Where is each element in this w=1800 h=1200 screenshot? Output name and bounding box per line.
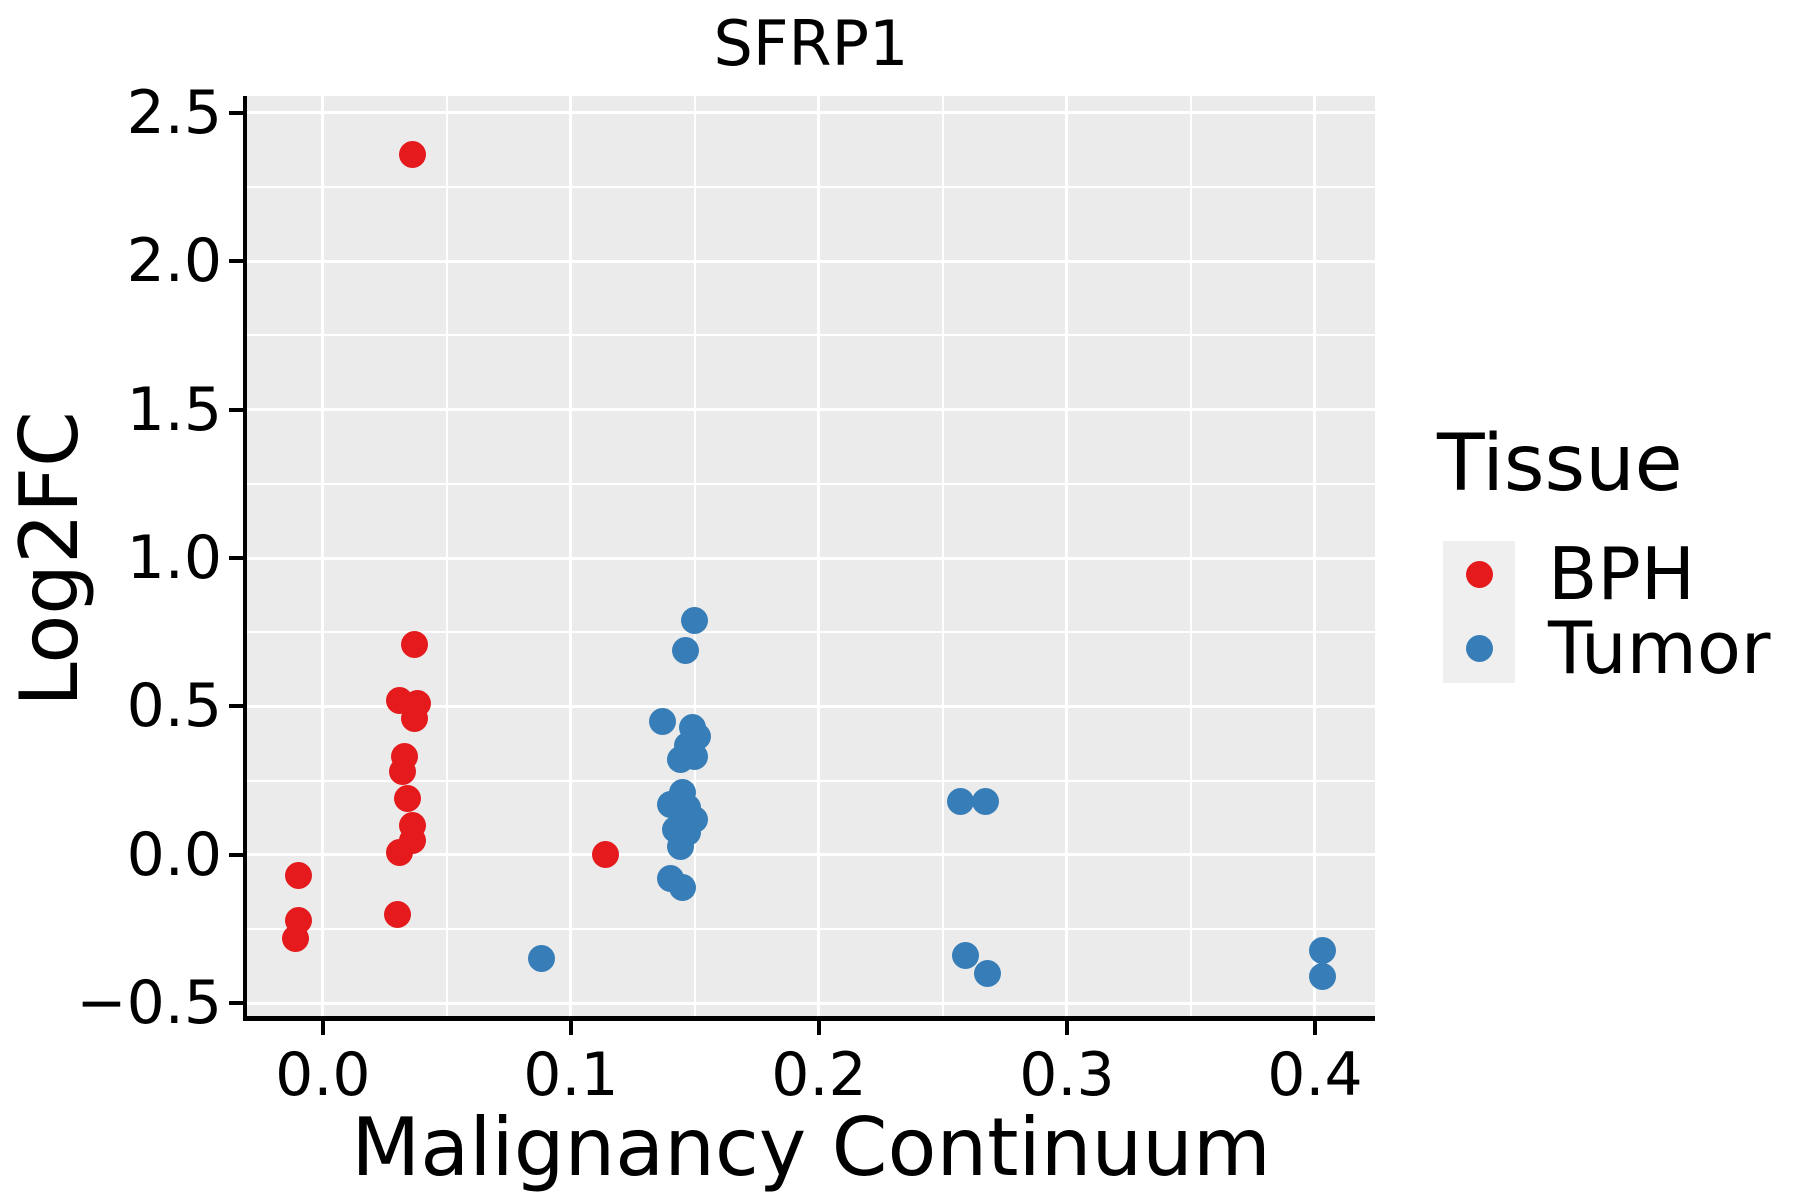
data-point-bph bbox=[401, 630, 429, 658]
gridline-y-major bbox=[247, 111, 1375, 114]
x-tick bbox=[320, 1021, 325, 1035]
y-tick-label: 1.0 bbox=[126, 523, 222, 593]
data-point-tumor bbox=[974, 960, 1002, 988]
data-point-bph bbox=[393, 785, 421, 813]
data-point-bph bbox=[401, 704, 429, 732]
gridline-y-major bbox=[247, 408, 1375, 411]
y-tick-label: 0.5 bbox=[126, 671, 222, 742]
y-tick-label: −0.5 bbox=[76, 968, 222, 1039]
chart-title: SFRP1 bbox=[713, 7, 909, 80]
data-point-tumor bbox=[666, 746, 694, 774]
data-point-tumor bbox=[649, 707, 677, 735]
legend-label-bph: BPH bbox=[1548, 532, 1695, 616]
y-tick-label: 2.5 bbox=[126, 77, 222, 148]
legend-marker-tumor bbox=[1466, 635, 1493, 662]
y-axis-spine bbox=[243, 96, 247, 1021]
y-tick bbox=[229, 110, 243, 115]
gridline-y-major bbox=[247, 704, 1375, 708]
y-tick-label: 2.0 bbox=[126, 226, 222, 296]
data-point-tumor bbox=[681, 606, 709, 634]
y-tick bbox=[229, 1001, 243, 1006]
data-point-bph bbox=[383, 900, 411, 928]
gridline-y-major bbox=[247, 853, 1375, 857]
data-point-bph bbox=[386, 838, 414, 866]
y-tick-label: 0.0 bbox=[126, 819, 222, 890]
data-point-bph bbox=[398, 140, 426, 168]
x-tick-label: 0.4 bbox=[1267, 1040, 1363, 1110]
plot-panel bbox=[247, 96, 1375, 1020]
y-tick bbox=[229, 852, 243, 857]
gridline-y-major bbox=[247, 259, 1375, 263]
data-point-tumor bbox=[666, 832, 694, 860]
gridline-y-minor bbox=[247, 779, 1375, 782]
y-tick bbox=[229, 704, 243, 709]
gridline-y-minor bbox=[247, 631, 1375, 634]
data-point-bph bbox=[282, 924, 310, 952]
x-tick-label: 0.3 bbox=[1019, 1040, 1115, 1110]
legend-title: Tissue bbox=[1437, 419, 1683, 509]
gridline-y-major bbox=[247, 556, 1375, 560]
y-axis-label: Log2FC bbox=[3, 411, 96, 707]
gridline-y-minor bbox=[247, 482, 1375, 485]
data-point-tumor bbox=[1308, 963, 1336, 991]
data-point-tumor bbox=[951, 942, 979, 970]
gridline-y-minor bbox=[247, 928, 1375, 931]
x-tick-label: 0.2 bbox=[771, 1040, 867, 1110]
gridline-y-major bbox=[247, 1001, 1375, 1005]
data-point-tumor bbox=[946, 788, 974, 816]
data-point-tumor bbox=[527, 945, 555, 973]
legend-label-tumor: Tumor bbox=[1548, 606, 1771, 690]
x-tick bbox=[1064, 1021, 1069, 1035]
gridline-y-minor bbox=[247, 334, 1375, 337]
x-tick-label: 0.0 bbox=[275, 1040, 371, 1110]
data-point-bph bbox=[284, 862, 312, 890]
data-point-tumor bbox=[669, 874, 697, 902]
data-point-tumor bbox=[671, 636, 699, 664]
gridline-y-minor bbox=[247, 185, 1375, 188]
data-point-tumor bbox=[1308, 936, 1336, 964]
data-point-tumor bbox=[971, 788, 999, 816]
x-axis-spine bbox=[243, 1016, 1375, 1021]
y-tick bbox=[229, 259, 243, 263]
legend-marker-bph bbox=[1466, 561, 1493, 588]
x-tick bbox=[1312, 1021, 1317, 1035]
x-tick bbox=[568, 1021, 573, 1035]
x-axis-label: Malignancy Continuum bbox=[351, 1101, 1271, 1194]
data-point-bph bbox=[388, 758, 416, 786]
x-tick-label: 0.1 bbox=[523, 1040, 619, 1110]
x-tick bbox=[816, 1021, 821, 1035]
y-tick bbox=[229, 556, 243, 560]
y-tick bbox=[229, 407, 243, 412]
y-tick-label: 1.5 bbox=[126, 374, 222, 445]
data-point-bph bbox=[592, 841, 620, 869]
